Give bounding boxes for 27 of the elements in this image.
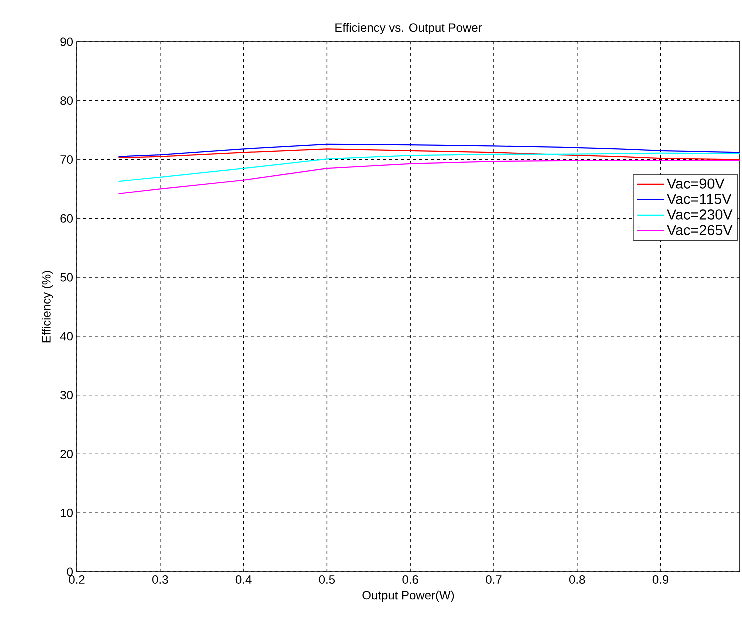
y-tick-label: 20 [60, 450, 74, 458]
x-tick-label: 0.2 [69, 576, 85, 584]
legend-label: Vac=90V [667, 178, 725, 189]
line-series [118, 144, 740, 158]
y-tick-label: 40 [60, 332, 74, 341]
x-tick-label: 0.5 [319, 576, 336, 584]
y-tick-label: 10 [61, 508, 74, 518]
y-tick-label: 70 [60, 156, 74, 164]
x-tick-label: 0.8 [570, 576, 586, 584]
legend-label: Vac=265V [667, 225, 733, 236]
chart-title: Efficiency vs. Output Power [336, 23, 482, 34]
x-tick-label: 0.4 [236, 576, 252, 584]
y-tick-label: 90 [60, 38, 74, 46]
x-tick-label: 0.3 [152, 576, 168, 584]
y-tick-label: 30 [60, 391, 74, 400]
x-tick-label: 0.7 [486, 576, 502, 584]
legend-label: Vac=230V [667, 210, 733, 220]
legend-label: Vac=115V [667, 194, 732, 204]
y-tick-label: 80 [60, 96, 74, 106]
x-tick-label: 0.9 [652, 576, 669, 584]
y-tick-label: 50 [60, 273, 74, 282]
x-axis-title: Output Power(W) [362, 590, 454, 602]
y-tick-label: 60 [60, 214, 74, 223]
x-tick-label: 0.6 [402, 576, 418, 584]
line-series [118, 148, 740, 160]
y-tick-label: 0 [67, 568, 74, 576]
y-axis-title: Efficiency (%) [42, 271, 54, 343]
